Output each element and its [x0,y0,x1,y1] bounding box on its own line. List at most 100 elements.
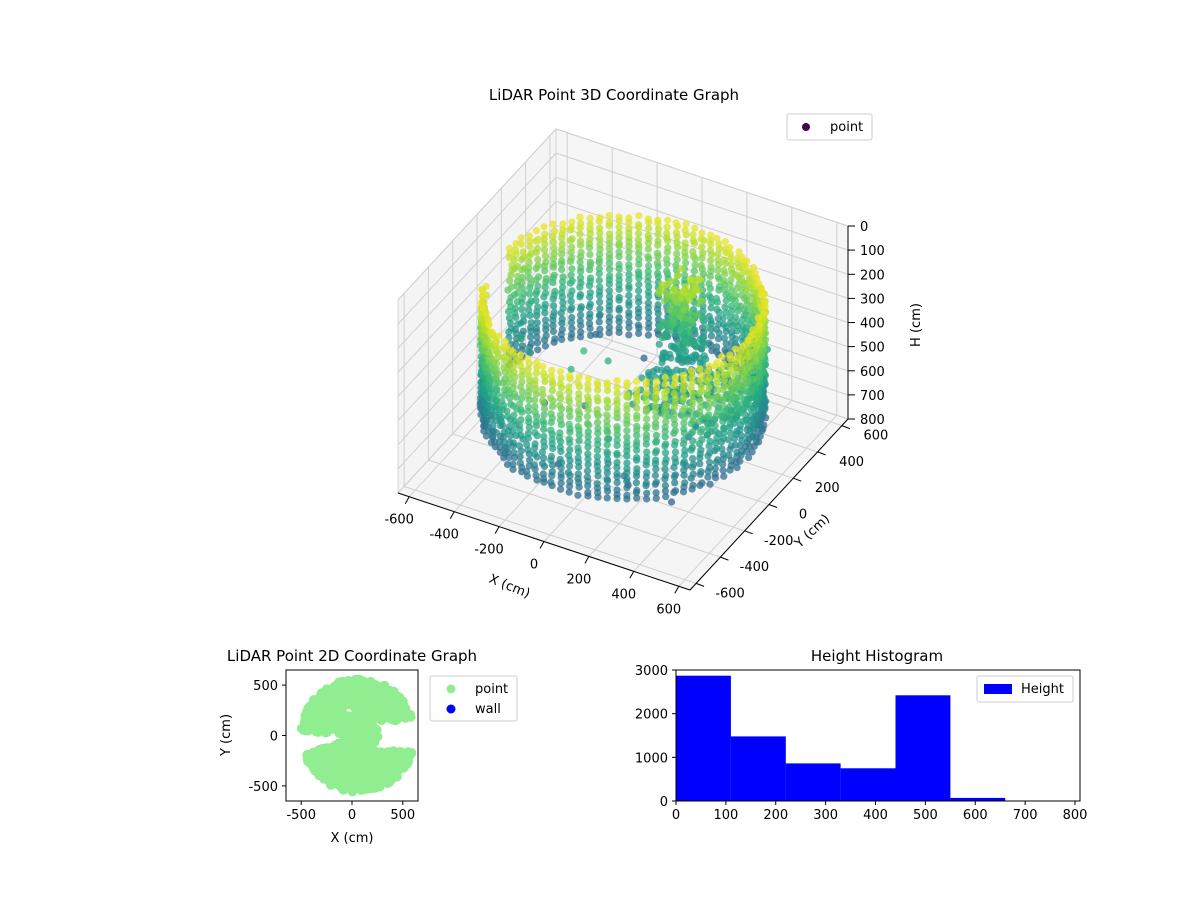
point-3d [577,328,585,336]
point-3d [726,351,734,359]
point-3d [671,374,679,382]
point-3d [574,423,582,431]
point-3d [605,329,613,337]
point-3d [596,235,604,243]
point-3d [577,219,585,228]
legend-marker-wall [446,704,456,714]
point-3d [615,276,623,284]
point-3d [526,456,534,464]
point-3d [748,448,756,456]
point-3d [688,373,696,381]
point-3d [557,470,565,478]
z-tick-label-3d: 800 [860,413,885,428]
point-3d [518,394,526,403]
point-3d [671,479,679,487]
point-3d [721,286,729,294]
point-3d [539,362,547,370]
point-3d [577,303,585,311]
point-3d [584,374,593,383]
point-3d [625,229,633,237]
point-2d [324,776,335,787]
point-3d [733,327,741,335]
point-3d [496,443,504,451]
point-3d [505,328,513,336]
point-3d [721,346,729,354]
point-3d [586,289,595,297]
point-3d [525,306,533,314]
point-3d [604,357,612,365]
point-3d [726,319,735,327]
point-3d [586,324,594,333]
point-3d [635,294,643,302]
point-3d [699,315,707,323]
point-3d [541,342,550,350]
point-3d [533,328,541,336]
point-3d [644,253,652,261]
point-3d [531,450,539,458]
point-3d [697,446,705,454]
point-3d [696,297,705,305]
point-3d [661,449,670,457]
point-3d [509,379,517,387]
point-3d [712,294,721,303]
point-3d [556,390,564,398]
point-3d [623,379,631,387]
point-3d [605,293,614,301]
point-3d [727,302,736,310]
point-3d [635,260,643,269]
point-3d [584,406,592,414]
point-3d [547,372,555,380]
point-3d [738,274,746,283]
point-3d [504,413,512,421]
point-3d [697,235,705,243]
point-3d [595,264,603,273]
point-3d [492,338,500,346]
chart-3d-zlabel: H (cm) [909,303,924,347]
point-3d [510,390,518,398]
point-3d [541,230,549,238]
point-3d [550,250,558,258]
point-3d [644,215,652,223]
point-3d [643,415,651,423]
point-3d [504,286,512,294]
point-3d [509,402,517,410]
point-3d [503,379,511,388]
point-3d [704,424,712,433]
point-3d [548,435,556,443]
point-3d [503,460,512,469]
point-3d [525,237,534,245]
point-3d [680,458,688,466]
point-3d [726,362,734,370]
point-3d [677,265,685,273]
point-3d [732,271,740,279]
point-3d [664,216,672,224]
point-3d [584,401,592,409]
point-3d [698,425,706,433]
point-3d [505,314,513,322]
point-3d [732,313,740,321]
chart-2d-legend: point wall [429,675,518,722]
point-3d [511,309,519,317]
point-3d [587,331,595,339]
point-3d [644,304,652,312]
point-3d [603,427,611,435]
point-3d [603,448,611,456]
point-3d [721,238,730,246]
point-3d [479,304,487,312]
point-3d [540,454,548,462]
point-3d [568,235,576,243]
point-3d [595,276,603,285]
point-3d [603,379,611,387]
z-tick-label-3d: 300 [860,292,885,307]
point-3d [652,431,661,440]
histogram-x-tick-label: 400 [863,808,888,823]
point-3d [530,461,539,469]
point-3d [662,493,670,501]
point-3d [594,386,602,394]
point-3d [713,234,721,242]
point-3d [586,220,594,228]
point-3d [603,455,612,463]
histogram-bar [895,695,951,801]
point-3d [634,236,643,244]
x-tick-label-3d: 400 [611,587,636,602]
